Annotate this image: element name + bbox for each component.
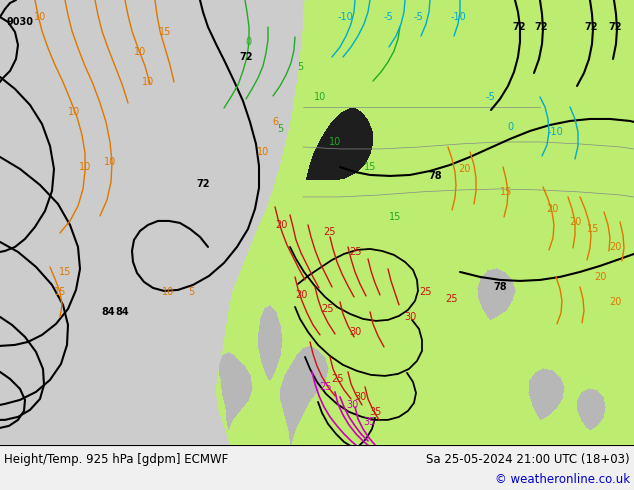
Text: -5: -5 [413, 12, 423, 22]
Text: 25: 25 [324, 227, 336, 237]
Text: 30: 30 [354, 392, 366, 402]
Text: 10: 10 [314, 92, 326, 102]
Text: 20: 20 [295, 290, 307, 300]
Text: Sa 25-05-2024 21:00 UTC (18+03): Sa 25-05-2024 21:00 UTC (18+03) [427, 453, 630, 466]
Text: 5: 5 [188, 287, 194, 297]
Text: 15: 15 [59, 267, 71, 277]
Text: © weatheronline.co.uk: © weatheronline.co.uk [495, 473, 630, 487]
Text: -5: -5 [383, 12, 393, 22]
Text: 25: 25 [321, 304, 334, 314]
Text: 15: 15 [389, 212, 401, 222]
Text: 10: 10 [134, 47, 146, 57]
Text: 15: 15 [364, 162, 376, 172]
Text: Height/Temp. 925 hPa [gdpm] ECMWF: Height/Temp. 925 hPa [gdpm] ECMWF [4, 453, 228, 466]
Text: 30: 30 [346, 400, 358, 410]
Text: 35: 35 [364, 417, 376, 427]
Text: 30: 30 [349, 327, 361, 337]
Text: 15: 15 [54, 287, 66, 297]
Text: 35: 35 [369, 407, 381, 417]
Text: 20: 20 [609, 242, 621, 252]
Text: 20: 20 [275, 220, 287, 230]
Text: 25: 25 [446, 294, 458, 304]
Text: 6: 6 [272, 117, 278, 127]
Text: 10: 10 [257, 147, 269, 157]
Text: 25: 25 [319, 382, 331, 392]
Text: 72: 72 [608, 22, 622, 32]
Text: -5: -5 [485, 92, 495, 102]
Text: 20: 20 [594, 272, 606, 282]
Text: 25: 25 [418, 287, 431, 297]
Text: 84: 84 [115, 307, 129, 317]
Text: 72: 72 [197, 179, 210, 189]
Text: 25: 25 [349, 247, 361, 257]
Text: -10: -10 [450, 12, 466, 22]
Text: 72: 72 [534, 22, 548, 32]
Text: 20: 20 [546, 204, 558, 214]
Text: 15: 15 [587, 224, 599, 234]
Text: 25: 25 [332, 374, 344, 384]
Text: 72: 72 [512, 22, 526, 32]
Text: 10: 10 [79, 162, 91, 172]
Text: 15: 15 [158, 27, 171, 37]
Text: 15: 15 [500, 187, 512, 197]
Text: 72: 72 [239, 52, 253, 62]
Text: 5: 5 [277, 124, 283, 134]
Text: 20: 20 [458, 164, 470, 174]
Text: -10: -10 [547, 127, 563, 137]
Text: 5: 5 [297, 62, 303, 72]
Text: 78: 78 [428, 171, 442, 181]
Text: 10: 10 [142, 77, 154, 87]
Text: 10: 10 [162, 287, 174, 297]
Text: 10: 10 [329, 137, 341, 147]
Text: 0: 0 [245, 37, 251, 47]
Text: 20: 20 [609, 297, 621, 307]
Text: 20: 20 [569, 217, 581, 227]
Text: 0: 0 [507, 122, 513, 132]
Text: 10: 10 [68, 107, 80, 117]
Text: 10: 10 [34, 12, 46, 22]
Text: -10: -10 [337, 12, 353, 22]
Text: 10: 10 [104, 157, 116, 167]
Text: 9030: 9030 [6, 17, 34, 27]
Text: 72: 72 [585, 22, 598, 32]
Text: 78: 78 [493, 282, 507, 292]
Text: 84: 84 [101, 307, 115, 317]
Text: 30: 30 [404, 312, 416, 322]
